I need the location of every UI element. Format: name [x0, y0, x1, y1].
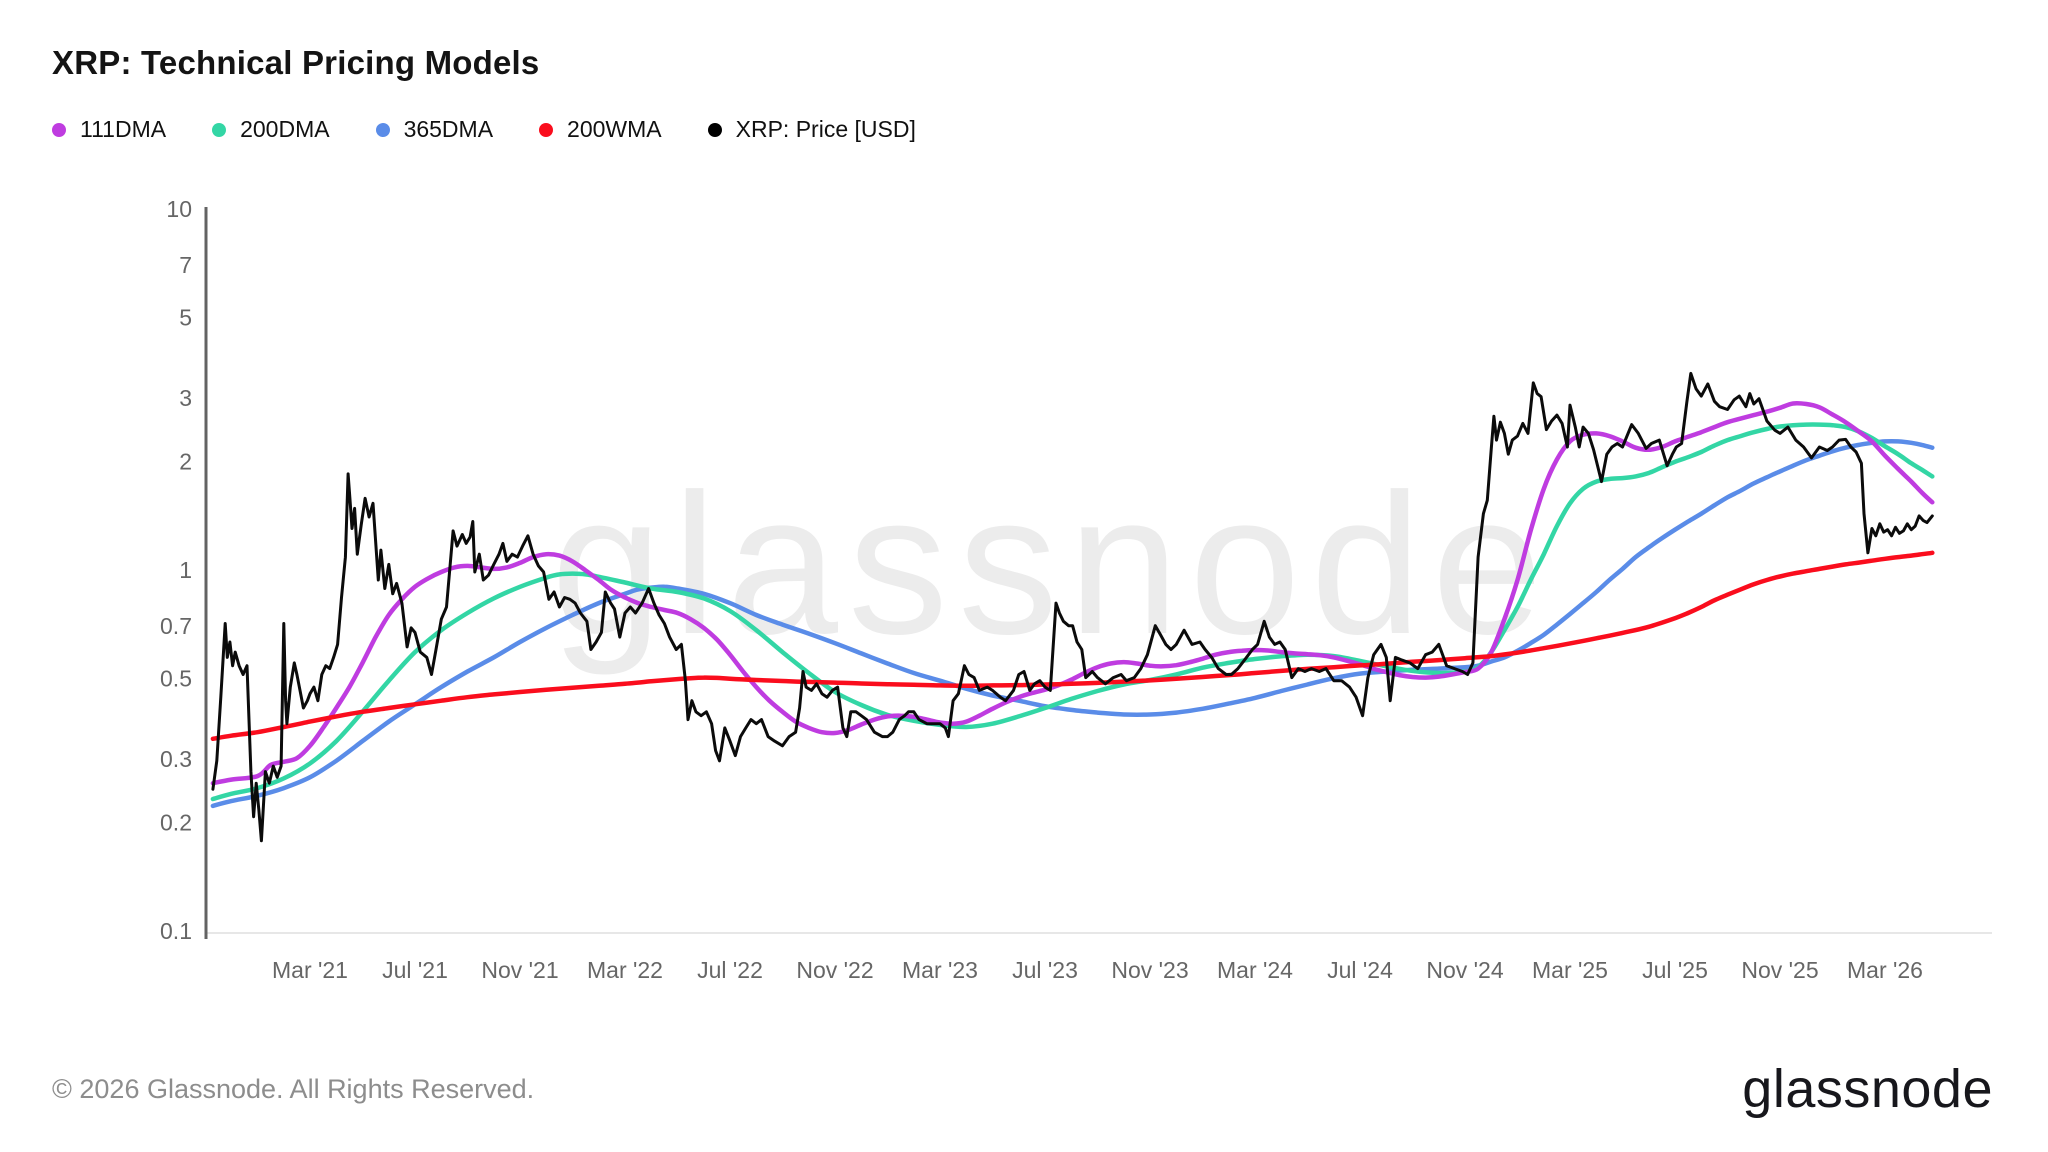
y-tick-label: 5 — [179, 305, 192, 331]
page-title: XRP: Technical Pricing Models — [52, 44, 540, 81]
legend-label: 200DMA — [240, 116, 330, 142]
x-tick-label: Mar '25 — [1532, 957, 1608, 983]
glassnode-logo: glassnode — [1742, 1059, 1993, 1119]
x-tick-label: Mar '26 — [1847, 957, 1923, 983]
x-tick-label: Nov '25 — [1741, 957, 1818, 983]
x-tick-label: Nov '24 — [1426, 957, 1503, 983]
y-tick-label: 0.2 — [160, 809, 192, 835]
x-tick-label: Mar '21 — [272, 957, 348, 983]
y-tick-label: 10 — [166, 196, 192, 222]
x-tick-label: Nov '22 — [796, 957, 873, 983]
series-xrp-price-usd-line — [211, 371, 1934, 843]
series-200wma-line — [210, 550, 1935, 742]
legend-dot-icon — [212, 122, 227, 137]
copyright-text: © 2026 Glassnode. All Rights Reserved. — [52, 1074, 535, 1104]
legend-label: 365DMA — [403, 116, 494, 142]
series-200dma-line — [210, 422, 1935, 802]
legend-label: 111DMA — [80, 116, 167, 142]
legend-dot-icon — [52, 122, 66, 137]
x-tick-label: Mar '22 — [587, 957, 663, 983]
legend-dot-icon — [707, 122, 722, 137]
legend-label: XRP: Price [USD] — [735, 116, 916, 142]
y-tick-label: 0.5 — [160, 666, 192, 692]
y-tick-label: 0.3 — [160, 746, 192, 772]
legend-item-xrp-price-usd[interactable]: XRP: Price [USD] — [707, 116, 916, 143]
legend-item-111dma[interactable]: 111DMA — [52, 116, 166, 143]
legend-dot-icon — [539, 122, 554, 137]
legend-item-365dma[interactable]: 365DMA — [375, 116, 494, 143]
legend-label: 200WMA — [567, 116, 662, 142]
x-tick-label: Nov '23 — [1111, 957, 1188, 983]
y-tick-label: 0.1 — [160, 918, 192, 944]
y-tick-label: 1 — [179, 557, 192, 583]
x-tick-label: Mar '24 — [1217, 957, 1293, 983]
x-tick-label: Mar '23 — [902, 957, 978, 983]
legend-dot-icon — [375, 122, 390, 137]
legend-item-200dma[interactable]: 200DMA — [212, 116, 330, 143]
y-tick-label: 2 — [179, 448, 192, 474]
y-tick-label: 0.7 — [160, 613, 192, 639]
y-tick-label: 3 — [179, 385, 192, 411]
x-tick-label: Jul '25 — [1642, 957, 1708, 983]
x-tick-label: Jul '21 — [382, 957, 448, 983]
y-tick-label: 7 — [179, 252, 192, 278]
legend-item-200wma[interactable]: 200WMA — [539, 116, 662, 143]
x-tick-label: Jul '23 — [1012, 957, 1078, 983]
x-tick-label: Jul '24 — [1327, 957, 1393, 983]
legend: 111DMA 200DMA 365DMA 200WMA XRP: Price [USD] — [52, 116, 916, 143]
x-tick-label: Jul '22 — [697, 957, 763, 983]
x-tick-label: Nov '21 — [481, 957, 558, 983]
